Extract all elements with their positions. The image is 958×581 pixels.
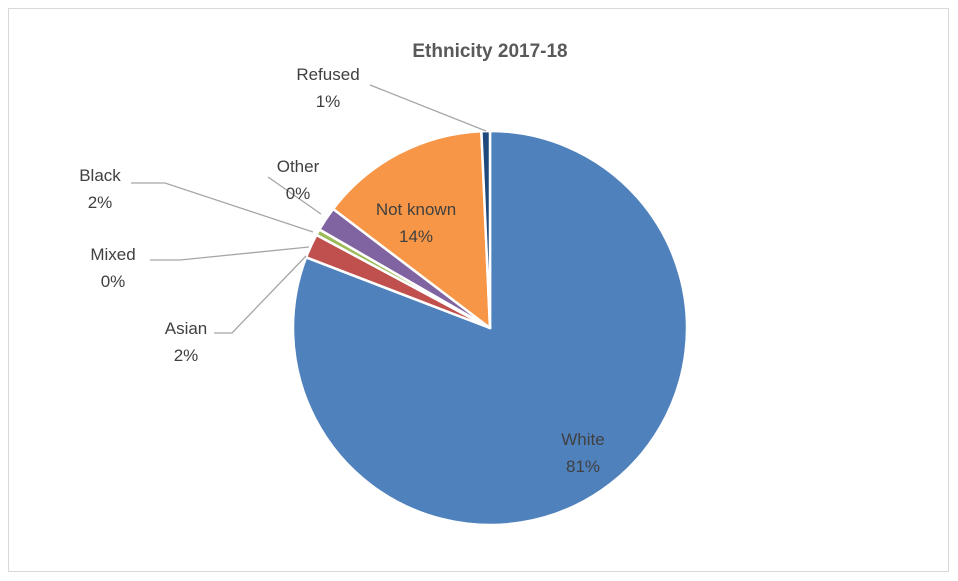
leader-line-other	[267, 176, 322, 215]
data-label-category: Mixed	[90, 245, 135, 264]
data-label-refused: Refused 1%	[296, 65, 359, 111]
slice-not-known	[331, 129, 492, 330]
data-label-percent: 14%	[399, 227, 433, 246]
data-label-category: Other	[277, 157, 320, 176]
leader-line-black	[131, 182, 314, 233]
data-labels: White 81% Asian 2% Mixed 0% Black 2% Other 0% Not …	[79, 65, 605, 476]
data-label-percent: 0%	[101, 272, 126, 291]
data-label-percent: 0%	[286, 184, 311, 203]
data-label-black: Black 2%	[79, 166, 121, 212]
data-label-other: Other 0%	[277, 157, 320, 203]
pie-slices	[291, 129, 689, 527]
data-label-category: White	[561, 430, 604, 449]
data-label-percent: 81%	[566, 457, 600, 476]
leader-lines	[131, 84, 487, 334]
data-label-category: Black	[79, 166, 121, 185]
leader-line-mixed	[150, 246, 310, 261]
data-label-category: Refused	[296, 65, 359, 84]
data-label-percent: 2%	[88, 193, 113, 212]
leader-line-refused	[369, 84, 487, 132]
data-label-percent: 2%	[174, 346, 199, 365]
leader-line-asian	[214, 255, 307, 334]
data-label-category: Not known	[376, 200, 456, 219]
data-label-category: Asian	[165, 319, 208, 338]
data-label-not-known: Not known 14%	[376, 200, 456, 246]
chart-title: Ethnicity 2017-18	[412, 41, 567, 62]
data-label-mixed: Mixed 0%	[90, 245, 135, 291]
data-label-white: White 81%	[561, 430, 604, 476]
data-label-asian: Asian 2%	[165, 319, 208, 365]
data-label-percent: 1%	[316, 92, 341, 111]
